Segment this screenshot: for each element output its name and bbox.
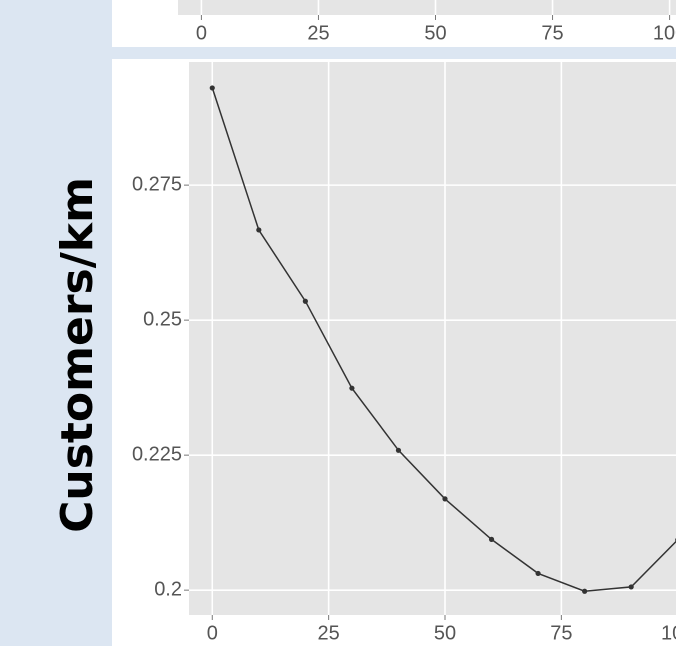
x-tick-label: 50 xyxy=(434,622,456,644)
data-point xyxy=(442,496,448,502)
x-tick-label: 25 xyxy=(318,622,340,644)
data-point xyxy=(488,536,495,542)
x-tick-label: 50 xyxy=(424,22,446,44)
plot-area xyxy=(178,0,676,15)
y-tick-label: 0.275 xyxy=(132,173,182,195)
y-tick-label: 0.2 xyxy=(154,578,182,600)
data-point xyxy=(209,85,215,91)
x-tick-label: 0 xyxy=(196,22,207,44)
data-point xyxy=(302,298,308,304)
data-point xyxy=(628,584,634,590)
x-tick-label: 75 xyxy=(541,22,563,44)
x-tick-label: 25 xyxy=(307,22,329,44)
data-point xyxy=(256,227,262,233)
y-tick-label: 0.25 xyxy=(143,308,182,330)
data-point xyxy=(582,588,588,594)
x-tick-label: 0 xyxy=(207,622,218,644)
y-axis-title: Customers/km xyxy=(52,177,103,533)
y-tick-label: 0.225 xyxy=(132,443,182,465)
data-point xyxy=(535,570,541,577)
x-tick-label: 100 xyxy=(661,622,676,644)
x-tick-label: 75 xyxy=(550,622,572,644)
data-point xyxy=(349,385,355,391)
x-tick-label: 100 xyxy=(653,22,676,44)
plot-area xyxy=(189,62,676,615)
data-point xyxy=(395,447,402,453)
